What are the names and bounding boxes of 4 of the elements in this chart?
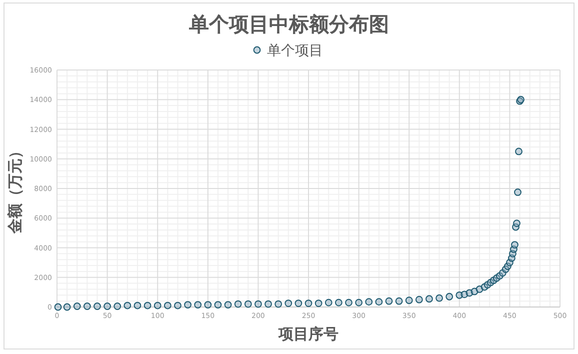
legend-label: 单个项目: [267, 43, 323, 59]
chart-title: 单个项目中标额分布图: [188, 12, 389, 36]
x-axis-title: 项目序号: [278, 325, 338, 343]
y-axis-title: 金额（万元）: [6, 144, 24, 234]
